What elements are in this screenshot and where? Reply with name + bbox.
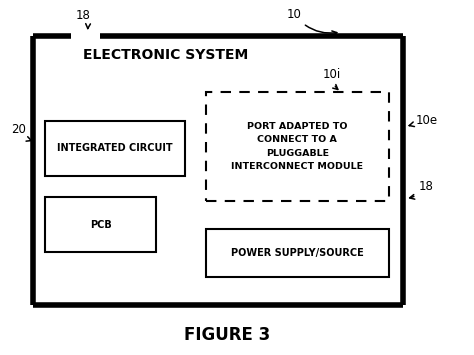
Text: PCB: PCB xyxy=(90,219,111,230)
Bar xyxy=(45,197,156,252)
Text: 20: 20 xyxy=(11,123,31,141)
Text: 10: 10 xyxy=(286,8,337,36)
Bar xyxy=(206,92,389,201)
Text: FIGURE 3: FIGURE 3 xyxy=(184,327,271,344)
Text: 18: 18 xyxy=(75,10,91,29)
Bar xyxy=(206,229,389,277)
Text: ELECTRONIC SYSTEM: ELECTRONIC SYSTEM xyxy=(83,48,248,62)
Text: 18: 18 xyxy=(410,180,434,199)
Text: INTEGRATED CIRCUIT: INTEGRATED CIRCUIT xyxy=(57,143,173,153)
Text: POWER SUPPLY/SOURCE: POWER SUPPLY/SOURCE xyxy=(231,248,364,258)
Bar xyxy=(45,121,185,176)
Text: PORT ADAPTED TO
CONNECT TO A
PLUGGABLE
INTERCONNECT MODULE: PORT ADAPTED TO CONNECT TO A PLUGGABLE I… xyxy=(231,122,364,171)
Text: 10i: 10i xyxy=(323,68,341,89)
Text: 10e: 10e xyxy=(409,114,438,127)
